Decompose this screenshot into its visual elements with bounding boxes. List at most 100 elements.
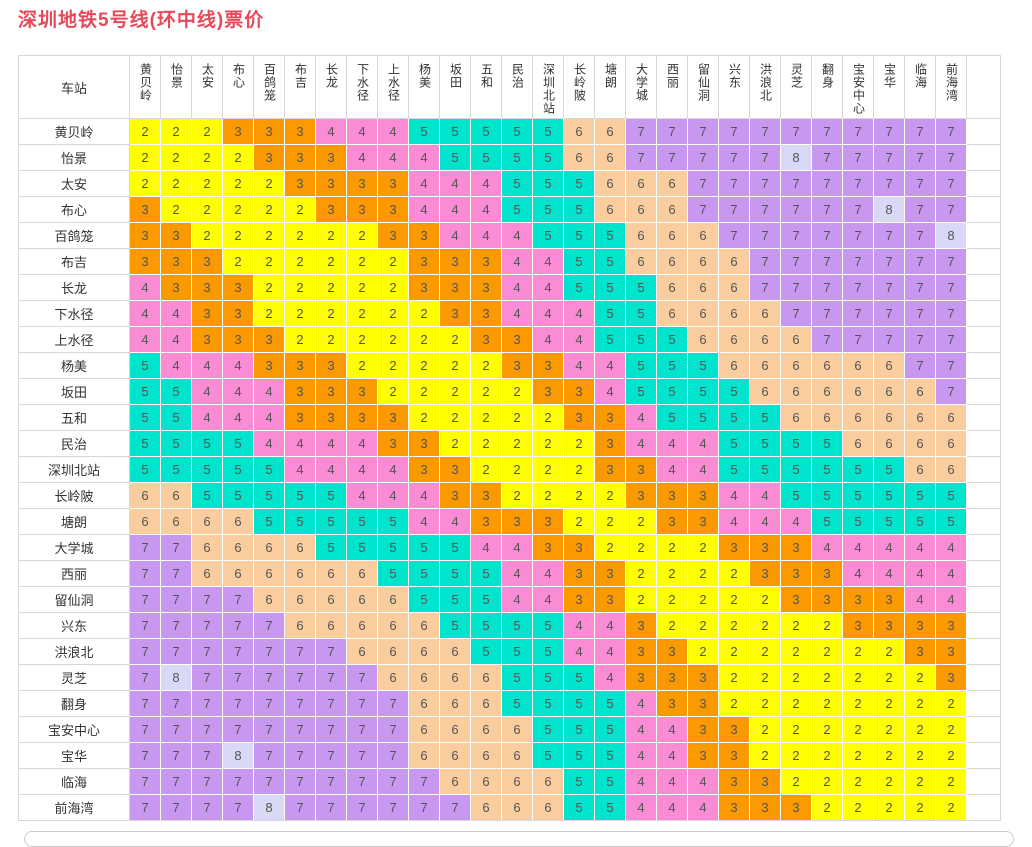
fare-cell: 2: [873, 794, 905, 821]
fare-cell: 3: [501, 326, 533, 353]
fare-cell: 6: [315, 560, 347, 587]
table-row: 怡景 2 2 2 2 3 3 3 4 4 4 5 5 5 5 6 6 7 7 7 7 7 8 7 7 7 7 7: [18, 144, 1001, 171]
column-header-station: 西丽: [656, 55, 688, 119]
fare-cell: 7: [160, 586, 192, 613]
fare-cell: 6: [501, 716, 533, 743]
fare-cell: 5: [191, 482, 223, 509]
fare-cell: 6: [408, 612, 440, 639]
fare-cell: 5: [625, 326, 657, 353]
fare-cell: 7: [284, 638, 316, 665]
fare-cell: 2: [377, 248, 409, 275]
fare-cell: 7: [408, 794, 440, 821]
fare-cell: 3: [315, 378, 347, 405]
fare-cell: 7: [935, 300, 967, 327]
fare-cell: 2: [780, 664, 812, 691]
fare-cell: 6: [501, 768, 533, 795]
column-header-label: 布吉: [293, 63, 308, 89]
fare-cell: 7: [780, 300, 812, 327]
fare-cell: 3: [563, 404, 595, 431]
fare-cell: 6: [625, 248, 657, 275]
table-row: 宝安中心 7 7 7 7 7 7 7 7 7 6 6 6 6 5 5 5 4 4 3 3 2 2 2 2 2 2 2: [18, 716, 1001, 743]
fare-cell: 6: [749, 378, 781, 405]
fare-cell: 4: [532, 274, 564, 301]
fare-cell: 5: [501, 170, 533, 197]
fare-cell: 5: [284, 482, 316, 509]
fare-cell: 7: [687, 118, 719, 145]
fare-cell: 3: [408, 248, 440, 275]
column-header-label: 宝华: [882, 63, 897, 89]
fare-cell: 2: [439, 352, 471, 379]
fare-cell: 6: [718, 274, 750, 301]
fare-cell: 3: [470, 300, 502, 327]
fare-cell: 4: [439, 170, 471, 197]
fare-cell: 4: [873, 560, 905, 587]
fare-cell: 5: [470, 144, 502, 171]
fare-cell: 6: [284, 560, 316, 587]
fare-cell: 5: [160, 430, 192, 457]
fare-cell: 2: [501, 404, 533, 431]
fare-cell: 2: [501, 378, 533, 405]
fare-cell: 5: [501, 144, 533, 171]
fare-cell: 6: [253, 534, 285, 561]
column-header-station: 杨美: [408, 55, 440, 119]
fare-cell: 4: [191, 378, 223, 405]
fare-cell: 3: [408, 274, 440, 301]
fare-cell: 6: [842, 430, 874, 457]
fare-cell: 2: [780, 690, 812, 717]
column-header-label: 百鸽笼: [262, 63, 277, 102]
fare-cell: 3: [780, 534, 812, 561]
fare-cell: 7: [129, 612, 161, 639]
fare-cell: 7: [129, 586, 161, 613]
fare-cell: 4: [563, 326, 595, 353]
fare-cell: 4: [625, 794, 657, 821]
column-header-label: 洪浪北: [758, 63, 773, 102]
fare-cell: 4: [408, 482, 440, 509]
fare-cell: 4: [501, 248, 533, 275]
fare-cell: 5: [439, 534, 471, 561]
fare-cell: 5: [594, 716, 626, 743]
fare-cell: 5: [594, 248, 626, 275]
fare-cell: 6: [222, 508, 254, 535]
fare-cell: 7: [191, 586, 223, 613]
fare-cell: 4: [780, 508, 812, 535]
column-header-station: 前海湾: [935, 55, 967, 119]
fare-cell: 6: [346, 638, 378, 665]
fare-cell: 2: [811, 768, 843, 795]
fare-cell: 7: [191, 664, 223, 691]
fare-cell: 7: [842, 118, 874, 145]
fare-cell: 6: [718, 300, 750, 327]
fare-cell: 4: [408, 508, 440, 535]
fare-cell: 6: [129, 508, 161, 535]
table-row: 五和 5 5 4 4 4 3 3 3 3 2 2 2 2 2 3 3 4 5 5 5 5 6 6 6 6 6 6: [18, 404, 1001, 431]
column-header-station: 临海: [904, 55, 936, 119]
fare-cell: 5: [563, 794, 595, 821]
row-header-station: 洪浪北: [18, 638, 130, 665]
fare-cell: 4: [222, 352, 254, 379]
fare-cell: 7: [315, 716, 347, 743]
fare-cell: 5: [563, 768, 595, 795]
fare-cell: 5: [191, 430, 223, 457]
fare-cell: 2: [842, 794, 874, 821]
fare-cell: 7: [842, 170, 874, 197]
fare-cell: 3: [284, 378, 316, 405]
fare-cell: 7: [315, 794, 347, 821]
fare-cell: 7: [780, 248, 812, 275]
fare-cell: 2: [842, 690, 874, 717]
column-header-station: 太安: [191, 55, 223, 119]
fare-cell: 6: [656, 248, 688, 275]
fare-cell: 4: [625, 430, 657, 457]
empty-cell: [966, 222, 1001, 249]
fare-cell: 6: [129, 482, 161, 509]
table-row: 留仙洞 7 7 7 7 6 6 6 6 6 5 5 5 4 4 3 3 2 2 2 2 2 3 3 3 3 4 4: [18, 586, 1001, 613]
fare-cell: 2: [935, 742, 967, 769]
fare-cell: 4: [470, 170, 502, 197]
fare-cell: 5: [718, 456, 750, 483]
fare-cell: 7: [904, 222, 936, 249]
row-header-station: 翻身: [18, 690, 130, 717]
fare-cell: 3: [470, 508, 502, 535]
fare-cell: 5: [501, 690, 533, 717]
fare-cell: 2: [191, 196, 223, 223]
fare-table: 车站 黄贝岭 怡景 太安 布心 百鸽笼 布吉 长龙 下水径 上水径 杨美 坂田 五和 民治 深圳北站 长岭陂塘…: [18, 55, 1001, 821]
table-row: 太安 2 2 2 2 2 3 3 3 3 4 4 4 5 5 5 6 6 6 7 7 7 7 7 7 7 7 7: [18, 170, 1001, 197]
fare-cell: 2: [873, 690, 905, 717]
